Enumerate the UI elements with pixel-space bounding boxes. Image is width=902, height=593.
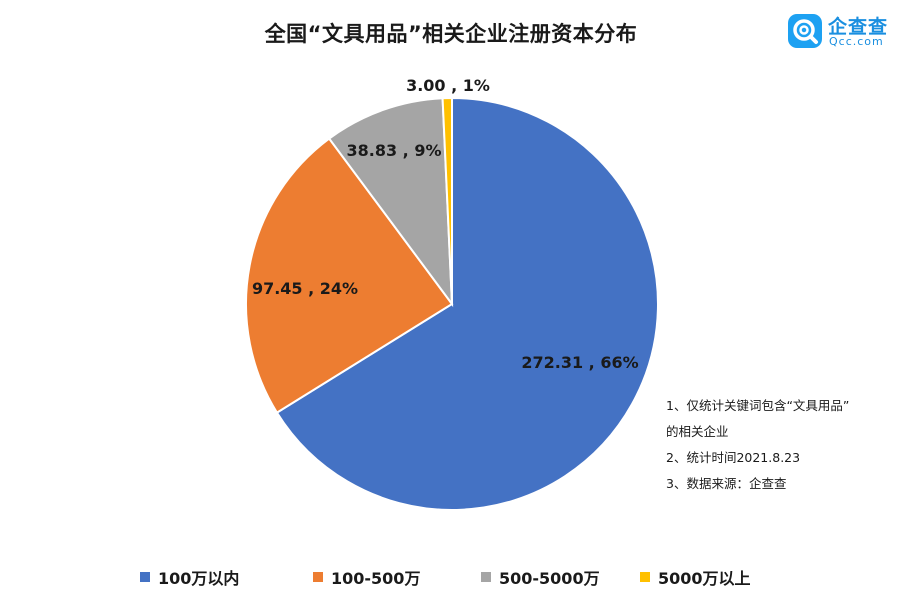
legend-label: 100万以内: [158, 569, 240, 588]
pie-data-labels: 272.31 , 66% 97.45 , 24% 38.83 , 9% 3.00 , …: [252, 76, 639, 372]
legend-label: 5000万以上: [658, 569, 751, 588]
pie-slice-3: [441, 96, 453, 305]
chart-title: 全国“文具用品”相关企业注册资本分布: [264, 22, 638, 46]
pie-data-label-0: 272.31 , 66%: [521, 353, 638, 372]
legend-swatch: [640, 572, 650, 582]
note-line: 3、数据来源：企查查: [666, 476, 787, 491]
legend-label: 100-500万: [331, 569, 421, 588]
pie-data-label-3: 3.00 , 1%: [406, 76, 490, 95]
pie-slices: [245, 96, 659, 511]
note-line: 1、仅统计关键词包含“文具用品”: [666, 398, 850, 413]
chart-legend: 100万以内 100-500万 500-5000万 5000万以上: [0, 566, 902, 588]
legend-swatch: [140, 572, 150, 582]
note-line: 2、统计时间2021.8.23: [666, 450, 801, 465]
pie-slice-2: [327, 97, 454, 308]
brand-logo: 企查查 Qcc.com: [788, 12, 898, 52]
legend-label: 500-5000万: [499, 569, 600, 588]
pie-slice-0: [275, 96, 659, 511]
note-line: 的相关企业: [666, 424, 729, 439]
legend-swatch: [313, 572, 323, 582]
legend-item-1: 100-500万: [313, 566, 420, 588]
pie-data-label-1: 97.45 , 24%: [252, 279, 358, 298]
legend-item-0: 100万以内: [140, 566, 239, 588]
brand-name: 企查查: [828, 16, 889, 38]
legend-item-3: 5000万以上: [640, 566, 751, 588]
legend-item-2: 500-5000万: [481, 566, 600, 588]
qcc-magnifier-logo-icon: [788, 14, 822, 48]
legend-swatch: [481, 572, 491, 582]
brand-domain: Qcc.com: [829, 35, 884, 48]
pie-slice-1: [245, 137, 454, 414]
chart-notes: 1、仅统计关键词包含“文具用品” 的相关企业 2、统计时间2021.8.23 3…: [666, 393, 898, 497]
pie-data-label-2: 38.83 , 9%: [347, 141, 442, 160]
